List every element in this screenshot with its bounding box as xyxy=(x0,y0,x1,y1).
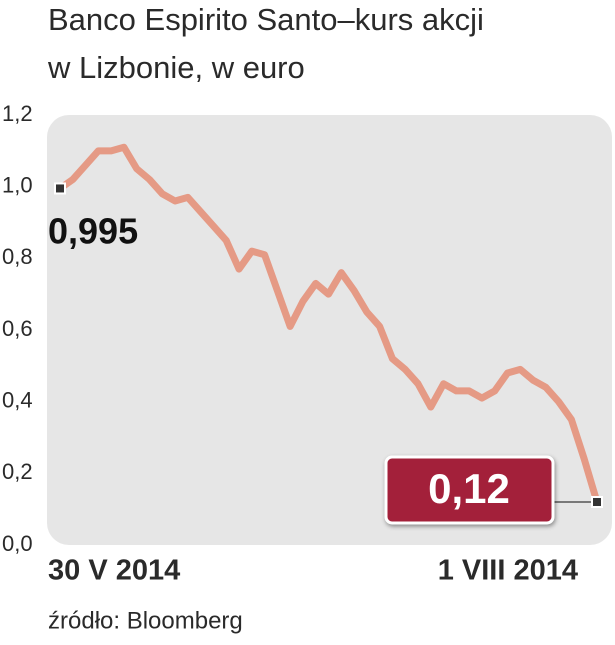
y-tick-label: 1,2 xyxy=(2,101,33,126)
y-tick-label: 0,2 xyxy=(2,459,33,484)
value-label: 0,12 xyxy=(428,465,510,512)
y-tick-label: 0,4 xyxy=(2,387,33,412)
plot-area xyxy=(47,115,612,545)
y-tick-label: 0,8 xyxy=(2,244,33,269)
source: źródło: Bloomberg xyxy=(48,607,243,634)
chart-subtitle: w Lizbonie, w euro xyxy=(47,50,305,85)
x-tick-label: 1 VIII 2014 xyxy=(438,555,578,587)
x-tick-label: 30 V 2014 xyxy=(48,555,180,587)
y-tick-label: 1,0 xyxy=(2,172,33,197)
value-label: 0,995 xyxy=(48,211,138,252)
chart-title: Banco Espirito Santo–kurs akcji xyxy=(48,2,484,37)
y-tick-label: 0,6 xyxy=(2,316,33,341)
line xyxy=(56,143,601,506)
value-label-box xyxy=(384,455,555,525)
point-marker xyxy=(54,182,66,195)
y-tick-label: 0,0 xyxy=(2,531,33,556)
point-marker xyxy=(591,496,603,508)
